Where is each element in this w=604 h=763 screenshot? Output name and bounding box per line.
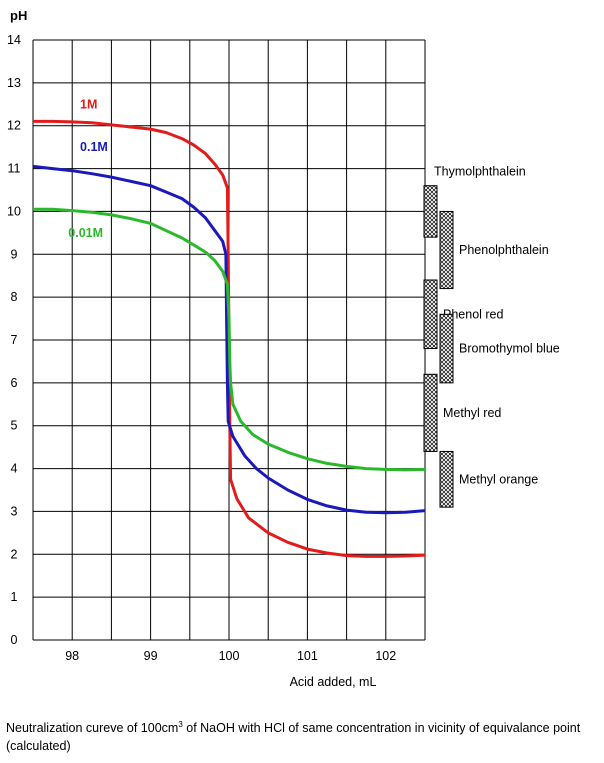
- y-tick-label: 6: [11, 376, 18, 390]
- x-tick-label: 99: [144, 649, 158, 663]
- series-label: 1M: [80, 97, 97, 111]
- y-tick-label: 10: [7, 204, 21, 218]
- indicator-bar: [423, 185, 438, 238]
- series-line-1M: [33, 119, 426, 558]
- y-tick-label: 5: [11, 419, 18, 433]
- indicator-bar: [439, 210, 454, 290]
- y-tick-label: 0: [11, 633, 18, 647]
- indicator-label: Bromothymol blue: [459, 342, 560, 356]
- y-tick-label: 13: [7, 76, 21, 90]
- y-tick-label: 9: [11, 247, 18, 261]
- indicator-label: Thymolphthalein: [434, 165, 526, 179]
- series-line-0.1M: [32, 164, 426, 515]
- caption-text: Neutralization cureve of 100cm: [6, 721, 179, 736]
- series-line-0.01M: [33, 207, 426, 472]
- series-label: 0.01M: [68, 226, 103, 240]
- y-tick-label: 14: [7, 33, 21, 47]
- x-axis-label: Acid added, mL: [290, 675, 377, 689]
- x-tick-label: 102: [375, 649, 396, 663]
- y-tick-label: 2: [11, 547, 18, 561]
- indicator-label: Phenol red: [443, 307, 504, 321]
- indicator-bar: [423, 279, 438, 350]
- y-axis-label: pH: [10, 8, 27, 23]
- figure-caption: Neutralization cureve of 100cm3 of NaOH …: [6, 716, 598, 755]
- x-tick-labels: 98 99 100 101 102: [65, 649, 396, 663]
- indicator-bar: [439, 450, 454, 508]
- x-tick-label: 98: [65, 649, 79, 663]
- y-tick-label: 1: [11, 590, 18, 604]
- indicator-label: Methyl red: [443, 406, 501, 420]
- indicator-label: Methyl orange: [459, 472, 538, 486]
- indicator-layer: Thymolphthalein Phenolphthalein Phenol red…: [423, 165, 560, 508]
- indicator-label: Phenolphthalein: [459, 243, 549, 257]
- caption-text-rest: of NaOH with HCl of same concentration i…: [6, 721, 581, 754]
- y-tick-label: 4: [11, 462, 18, 476]
- x-tick-label: 100: [219, 649, 240, 663]
- series-layer: 1M 0.1M 0.01M: [32, 97, 426, 558]
- x-tick-label: 101: [297, 649, 318, 663]
- indicator-bar: [423, 373, 438, 452]
- grid: [32, 39, 426, 641]
- series-label: 0.1M: [80, 140, 108, 154]
- y-tick-label: 11: [8, 162, 21, 176]
- y-tick-label: 8: [11, 290, 18, 304]
- y-tick-label: 7: [11, 333, 18, 347]
- y-tick-label: 3: [11, 504, 18, 518]
- caption-superscript: 3: [178, 720, 183, 729]
- indicator-bar: [439, 313, 454, 384]
- y-tick-label: 12: [7, 119, 21, 133]
